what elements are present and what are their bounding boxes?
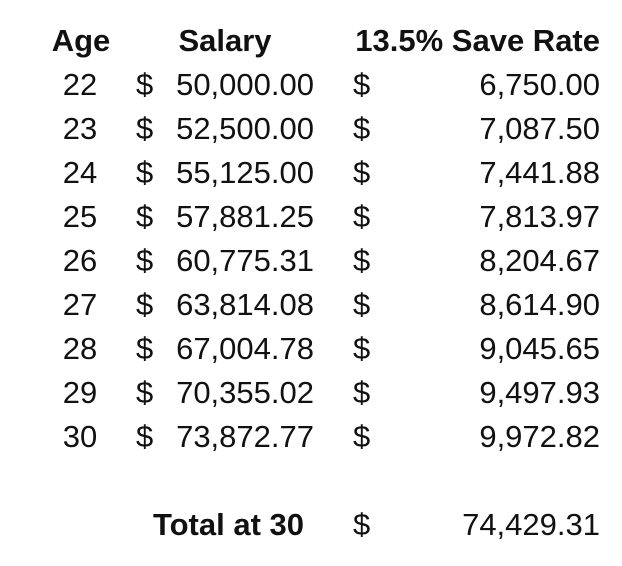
salary-currency-symbol: $	[136, 243, 154, 278]
save-currency-symbol: $	[353, 67, 371, 102]
salary-currency-symbol: $	[136, 331, 154, 366]
salary-currency-symbol: $	[136, 199, 154, 234]
salary-cell: 63,814.08	[176, 287, 314, 322]
age-cell: 27	[62, 287, 98, 322]
header-age: Age	[51, 23, 111, 58]
salary-cell: 57,881.25	[176, 199, 314, 234]
salary-cell: 67,004.78	[176, 331, 314, 366]
save-currency-symbol: $	[353, 331, 371, 366]
salary-cell: 73,872.77	[176, 419, 314, 454]
total-value: 74,429.31	[462, 507, 600, 542]
save-amount-cell: 8,614.90	[479, 287, 600, 322]
salary-currency-symbol: $	[136, 419, 154, 454]
age-cell: 23	[62, 111, 98, 146]
salary-currency-symbol: $	[136, 67, 154, 102]
save-amount-cell: 7,813.97	[479, 199, 600, 234]
save-currency-symbol: $	[353, 419, 371, 454]
age-cell: 30	[62, 419, 98, 454]
salary-currency-symbol: $	[136, 155, 154, 190]
save-amount-cell: 9,045.65	[479, 331, 600, 366]
age-cell: 22	[62, 67, 98, 102]
total-currency-symbol: $	[353, 507, 371, 542]
save-currency-symbol: $	[353, 375, 371, 410]
salary-cell: 60,775.31	[176, 243, 314, 278]
save-currency-symbol: $	[353, 155, 371, 190]
salary-currency-symbol: $	[136, 287, 154, 322]
save-currency-symbol: $	[353, 199, 371, 234]
salary-cell: 70,355.02	[176, 375, 314, 410]
salary-cell: 50,000.00	[176, 67, 314, 102]
save-currency-symbol: $	[353, 287, 371, 322]
save-currency-symbol: $	[353, 243, 371, 278]
salary-cell: 55,125.00	[176, 155, 314, 190]
save-amount-cell: 8,204.67	[479, 243, 600, 278]
save-amount-cell: 7,087.50	[479, 111, 600, 146]
salary-currency-symbol: $	[136, 375, 154, 410]
age-cell: 28	[62, 331, 98, 366]
header-salary: Salary	[178, 23, 272, 58]
age-cell: 26	[62, 243, 98, 278]
save-amount-cell: 9,497.93	[479, 375, 600, 410]
age-cell: 25	[62, 199, 98, 234]
save-currency-symbol: $	[353, 111, 371, 146]
save-amount-cell: 7,441.88	[479, 155, 600, 190]
salary-cell: 52,500.00	[176, 111, 314, 146]
age-cell: 29	[62, 375, 98, 410]
total-label: Total at 30	[152, 507, 304, 542]
age-cell: 24	[62, 155, 98, 190]
header-save-rate: 13.5% Save Rate	[355, 23, 600, 58]
save-amount-cell: 9,972.82	[479, 419, 600, 454]
salary-currency-symbol: $	[136, 111, 154, 146]
save-amount-cell: 6,750.00	[479, 67, 600, 102]
